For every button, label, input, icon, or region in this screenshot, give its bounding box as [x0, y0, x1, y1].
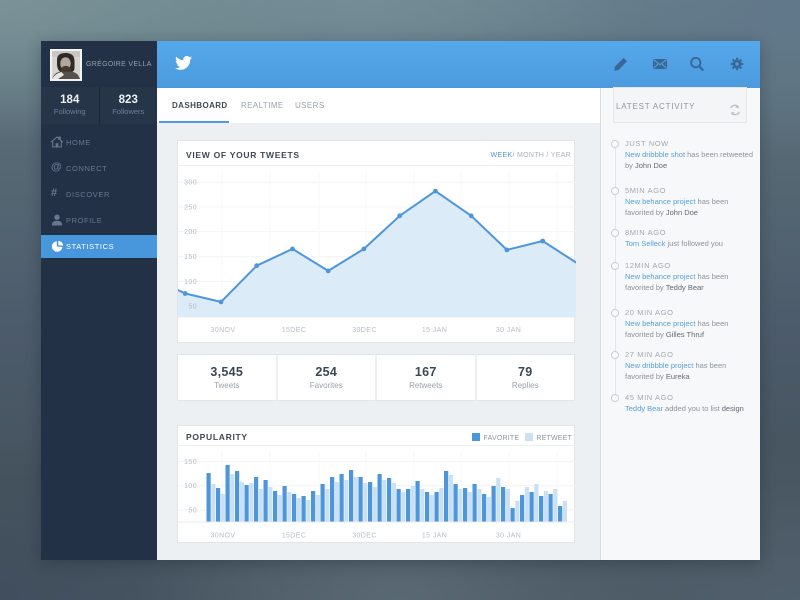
- svg-text:150: 150: [184, 459, 197, 466]
- svg-text:30DEC: 30DEC: [352, 327, 377, 334]
- svg-text:30 JAN: 30 JAN: [496, 533, 521, 540]
- svg-text:50: 50: [188, 508, 197, 515]
- svg-text:100: 100: [184, 279, 197, 286]
- svg-text:15 JAN: 15 JAN: [422, 327, 447, 334]
- svg-text:30NOV: 30NOV: [211, 533, 236, 540]
- svg-text:15DEC: 15DEC: [282, 327, 307, 334]
- svg-text:50: 50: [188, 304, 197, 311]
- svg-text:15DEC: 15DEC: [282, 533, 307, 540]
- svg-text:250: 250: [184, 204, 197, 211]
- svg-text:30NOV: 30NOV: [211, 327, 236, 334]
- svg-text:30 JAN: 30 JAN: [496, 327, 521, 334]
- svg-text:30DEC: 30DEC: [352, 533, 377, 540]
- svg-text:300: 300: [184, 180, 197, 187]
- svg-text:150: 150: [184, 254, 197, 261]
- svg-text:200: 200: [184, 229, 197, 236]
- svg-text:100: 100: [184, 483, 197, 490]
- svg-text:15 JAN: 15 JAN: [422, 533, 447, 540]
